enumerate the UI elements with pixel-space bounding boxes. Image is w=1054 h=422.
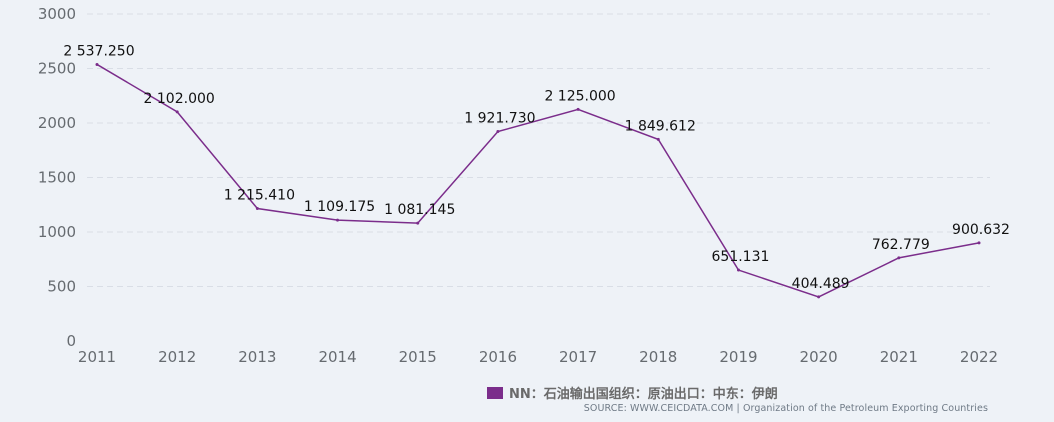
data-point bbox=[656, 137, 660, 141]
x-tick-label: 2012 bbox=[158, 348, 196, 366]
data-point bbox=[416, 221, 420, 225]
x-tick-label: 2011 bbox=[78, 348, 116, 366]
y-tick-label: 1500 bbox=[38, 169, 76, 187]
data-point bbox=[897, 256, 901, 260]
data-point bbox=[95, 62, 99, 66]
x-tick-label: 2015 bbox=[399, 348, 437, 366]
data-label: 2 537.250 bbox=[63, 43, 134, 59]
data-point bbox=[175, 110, 179, 114]
data-point bbox=[496, 130, 500, 134]
x-tick-label: 2018 bbox=[639, 348, 677, 366]
y-tick-label: 3000 bbox=[38, 5, 76, 23]
x-tick-label: 2020 bbox=[800, 348, 838, 366]
data-point bbox=[576, 107, 580, 111]
x-tick-label: 2021 bbox=[880, 348, 918, 366]
legend: NN：石油输出国组织：原油出口：中东：伊朗 bbox=[487, 383, 778, 402]
series-line bbox=[96, 63, 980, 298]
data-label: 1 081.145 bbox=[384, 202, 455, 218]
y-tick-label: 500 bbox=[47, 278, 76, 296]
x-tick-label: 2014 bbox=[318, 348, 356, 366]
data-point bbox=[736, 268, 740, 272]
data-point bbox=[336, 218, 340, 222]
data-label: 1 215.410 bbox=[224, 188, 295, 204]
data-label: 1 849.612 bbox=[625, 118, 696, 134]
y-tick-label: 2000 bbox=[38, 114, 76, 132]
data-point bbox=[977, 241, 981, 245]
source-note: SOURCE: WWW.CEICDATA.COM | Organization … bbox=[583, 403, 988, 414]
legend-swatch bbox=[487, 386, 503, 399]
y-tick-label: 1000 bbox=[38, 223, 76, 241]
data-point bbox=[255, 207, 259, 211]
data-point bbox=[817, 295, 821, 299]
data-label: 2 125.000 bbox=[544, 88, 615, 104]
y-tick-label: 2500 bbox=[38, 60, 76, 78]
data-label: 2 102.000 bbox=[144, 91, 215, 107]
x-tick-label: 2013 bbox=[238, 348, 276, 366]
data-label: 651.131 bbox=[712, 249, 770, 265]
y-tick-label: 0 bbox=[66, 332, 76, 350]
x-tick-label: 2022 bbox=[960, 348, 998, 366]
x-tick-label: 2017 bbox=[559, 348, 597, 366]
legend-label: NN：石油输出国组织：原油出口：中东：伊朗 bbox=[509, 387, 778, 402]
data-label: 1 921.730 bbox=[464, 111, 535, 127]
x-tick-label: 2016 bbox=[479, 348, 517, 366]
data-label: 1 109.175 bbox=[304, 199, 375, 215]
x-tick-label: 2019 bbox=[719, 348, 757, 366]
data-label: 900.632 bbox=[952, 222, 1010, 238]
data-label: 762.779 bbox=[872, 237, 930, 253]
data-label: 404.489 bbox=[792, 276, 850, 292]
